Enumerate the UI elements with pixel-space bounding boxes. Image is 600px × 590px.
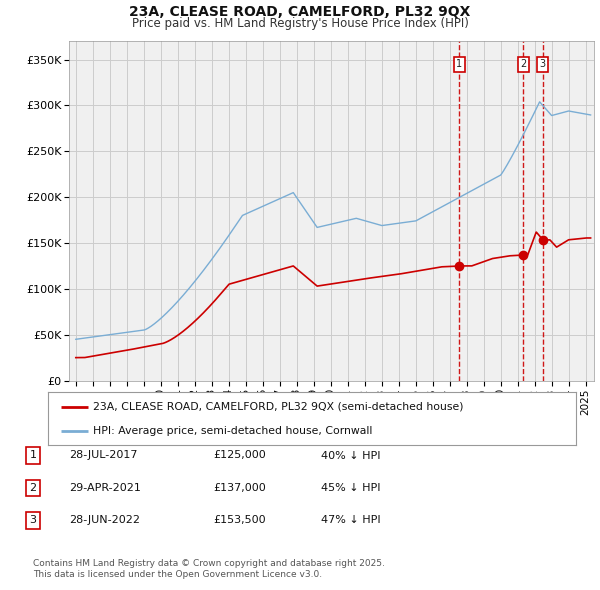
Text: 1: 1 — [29, 451, 37, 460]
Text: 29-APR-2021: 29-APR-2021 — [69, 483, 141, 493]
Text: 47% ↓ HPI: 47% ↓ HPI — [321, 516, 380, 525]
Text: Price paid vs. HM Land Registry's House Price Index (HPI): Price paid vs. HM Land Registry's House … — [131, 17, 469, 30]
Text: 23A, CLEASE ROAD, CAMELFORD, PL32 9QX: 23A, CLEASE ROAD, CAMELFORD, PL32 9QX — [130, 5, 470, 19]
Text: HPI: Average price, semi-detached house, Cornwall: HPI: Average price, semi-detached house,… — [93, 426, 372, 436]
Text: 2: 2 — [520, 59, 526, 69]
Text: Contains HM Land Registry data © Crown copyright and database right 2025.
This d: Contains HM Land Registry data © Crown c… — [33, 559, 385, 579]
Text: 28-JUL-2017: 28-JUL-2017 — [69, 451, 137, 460]
Text: £125,000: £125,000 — [213, 451, 266, 460]
Text: 45% ↓ HPI: 45% ↓ HPI — [321, 483, 380, 493]
Text: £137,000: £137,000 — [213, 483, 266, 493]
Text: 3: 3 — [29, 516, 37, 525]
Text: 28-JUN-2022: 28-JUN-2022 — [69, 516, 140, 525]
Text: 1: 1 — [456, 59, 463, 69]
Text: 23A, CLEASE ROAD, CAMELFORD, PL32 9QX (semi-detached house): 23A, CLEASE ROAD, CAMELFORD, PL32 9QX (s… — [93, 402, 463, 412]
Text: 2: 2 — [29, 483, 37, 493]
Text: 3: 3 — [540, 59, 546, 69]
Text: 40% ↓ HPI: 40% ↓ HPI — [321, 451, 380, 460]
Text: £153,500: £153,500 — [213, 516, 266, 525]
